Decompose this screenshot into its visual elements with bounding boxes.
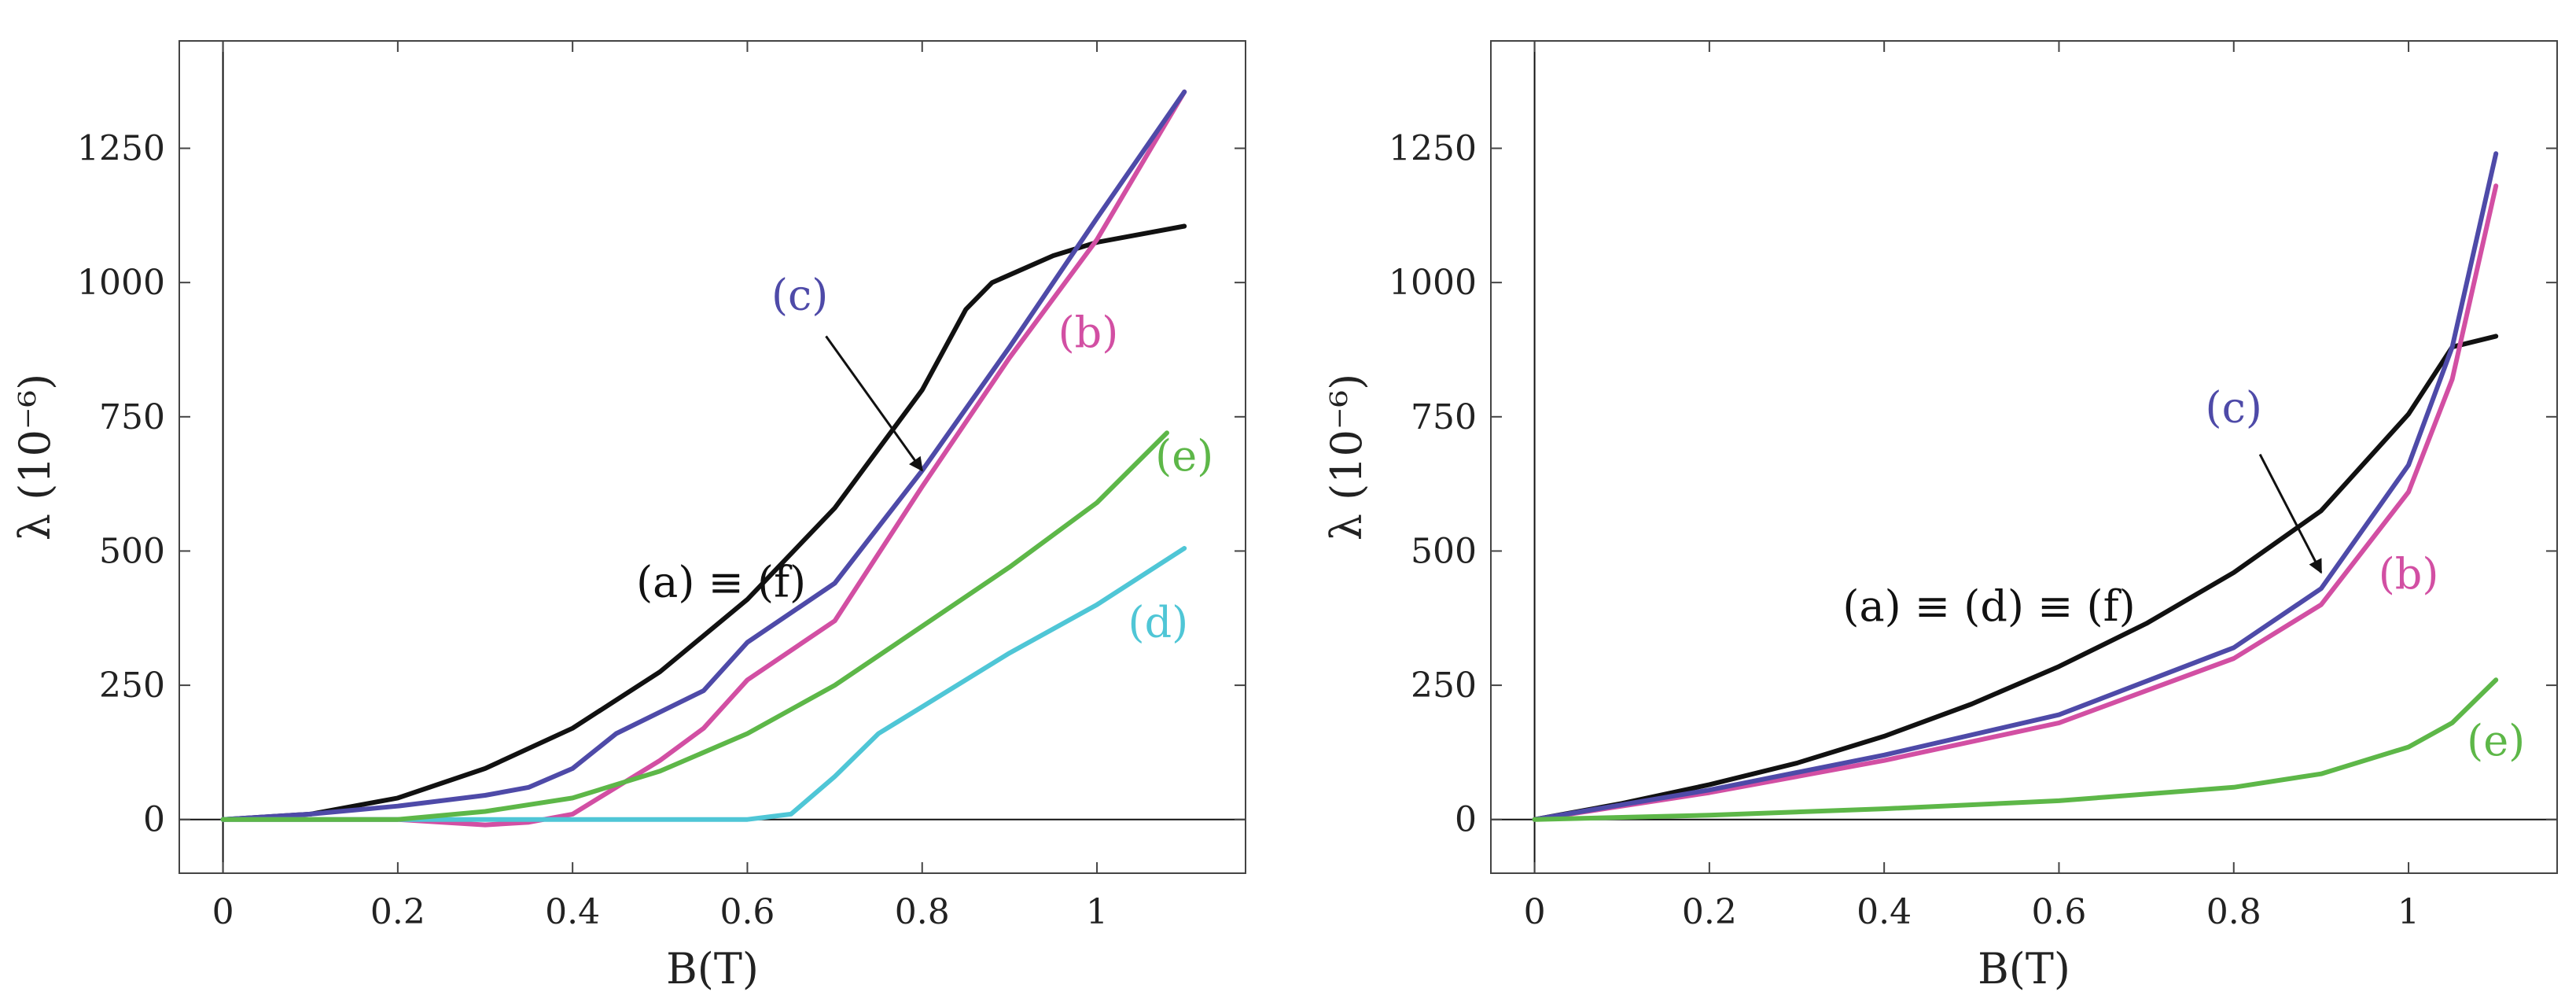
right-annotation-b: (b) (2379, 549, 2439, 599)
left-x-tick-label: 0 (212, 892, 234, 932)
right-y-tick-label: 1000 (1389, 263, 1477, 303)
right-series-line-c (1532, 151, 2499, 822)
left-x-axis-title: B(T) (666, 944, 759, 994)
right-y-tick-label: 750 (1411, 397, 1477, 437)
right-series-line-e (1532, 677, 2499, 822)
left-x-tick-label: 1 (1086, 892, 1108, 932)
left-series-line-d (220, 546, 1187, 822)
left-y-tick-label: 1250 (77, 129, 165, 169)
left-annotation-b: (b) (1058, 308, 1119, 357)
right-x-tick-label: 0 (1524, 892, 1546, 932)
left-y-tick-label: 250 (99, 666, 165, 706)
right-x-tick-label: 1 (2398, 892, 2420, 932)
left-plot-frame (178, 40, 1246, 874)
right-y-tick-label: 250 (1411, 666, 1477, 706)
right-x-axis-title: B(T) (1978, 944, 2070, 994)
left-y-tick-label: 1000 (77, 263, 165, 303)
left-y-tick-label: 0 (143, 800, 165, 840)
left-annotation-a-f: (a) ≡ (f) (636, 557, 806, 607)
left-x-tick-label: 0.6 (719, 892, 775, 932)
right-x-tick-label: 0.2 (1682, 892, 1737, 932)
right-y-axis-title: λ (10⁻⁶) (1322, 374, 1371, 540)
right-x-tick-label: 0.8 (2206, 892, 2261, 932)
right-annotation-a-d-f: (a) ≡ (d) ≡ (f) (1842, 581, 2135, 631)
left-series-line-e (220, 430, 1169, 822)
right-x-tick-label: 0.6 (2031, 892, 2086, 932)
left-annotation-c: (c) (771, 270, 828, 319)
right-series-line-b (1532, 183, 2499, 822)
left-y-axis-title: λ (10⁻⁶) (10, 374, 60, 540)
right-plot-frame (1490, 40, 2558, 874)
right-y-tick-label: 0 (1455, 800, 1477, 840)
right-chart-panel: 0 0.2 0.4 0.6 0.8 1 0 250 500 750 1000 1250 B(T) λ (1… (1322, 40, 2558, 994)
right-y-tick-label: 500 (1411, 531, 1477, 571)
left-chart-panel: 0 0.2 0.4 0.6 0.8 1 0 250 500 750 1000 1250 B(T) λ (1… (10, 40, 1246, 994)
left-series-line-b (220, 89, 1187, 828)
left-series-line-a-f (220, 223, 1187, 822)
left-x-tick-label: 0.8 (895, 892, 950, 932)
left-y-tick-label: 500 (99, 531, 165, 571)
left-x-tick-label: 0.2 (370, 892, 425, 932)
left-annotation-d: (d) (1128, 598, 1189, 647)
left-x-tick-label: 0.4 (545, 892, 600, 932)
right-annotation-e: (e) (2467, 716, 2525, 765)
right-y-tick-label: 1250 (1389, 129, 1477, 169)
left-y-tick-label: 750 (99, 397, 165, 437)
right-x-tick-label: 0.4 (1857, 892, 1912, 932)
right-annotation-arrow (2258, 453, 2323, 574)
left-annotation-arrow (825, 335, 923, 472)
left-series-line-c (220, 89, 1187, 822)
right-series-line-a-d-f (1532, 334, 2499, 822)
right-annotation-c: (c) (2206, 383, 2262, 433)
left-annotation-e: (e) (1155, 431, 1213, 481)
